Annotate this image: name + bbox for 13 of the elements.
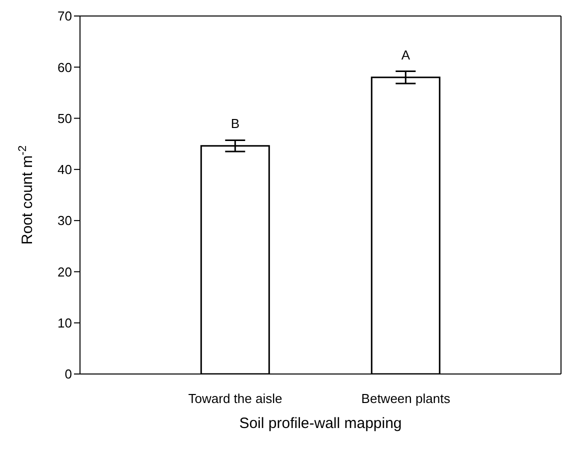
x-tick-label: Between plants xyxy=(361,391,451,406)
y-tick-label: 0 xyxy=(64,366,72,382)
annotation: A xyxy=(401,47,410,62)
x-axis-title: Soil profile-wall mapping xyxy=(239,415,402,432)
y-tick-label: 60 xyxy=(58,60,72,75)
y-tick-label: 10 xyxy=(58,315,72,330)
y-tick-label: 70 xyxy=(58,8,72,24)
y-tick-label: 30 xyxy=(58,213,72,228)
y-tick-label: 50 xyxy=(58,110,72,126)
y-tick-label: 40 xyxy=(58,162,72,178)
x-tick-label: Toward the aisle xyxy=(188,391,282,406)
annotation: B xyxy=(230,116,240,131)
y-tick-label: 20 xyxy=(58,264,72,280)
